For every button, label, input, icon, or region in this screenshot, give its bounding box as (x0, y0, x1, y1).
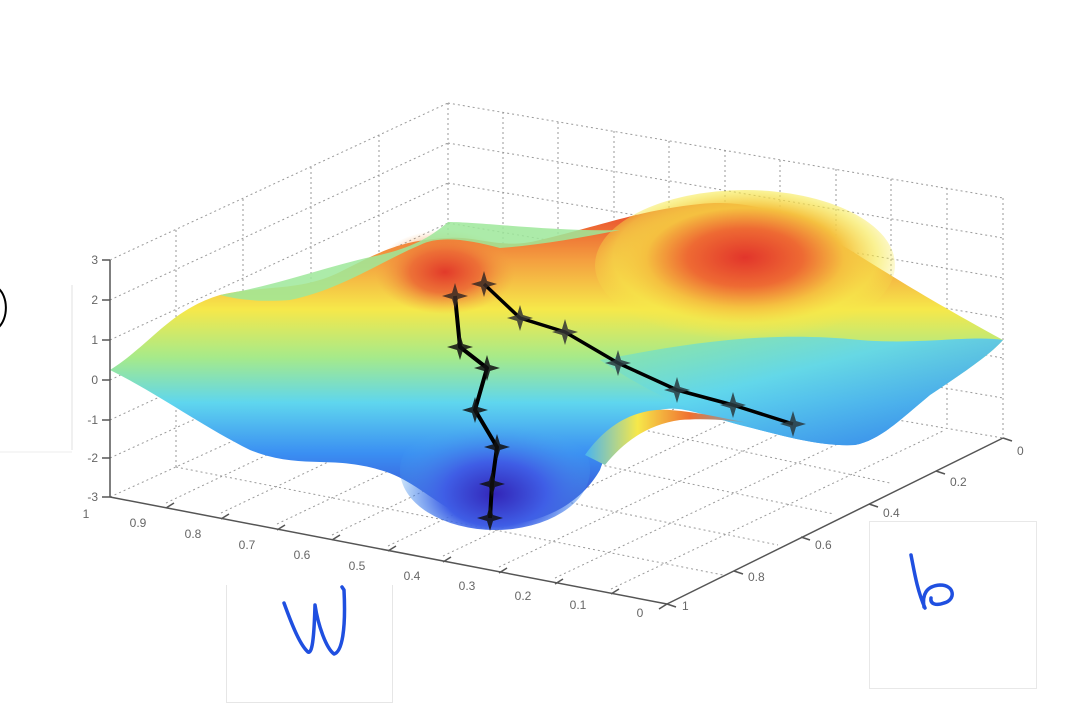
star-marker (462, 397, 488, 423)
star-marker (484, 434, 510, 460)
star-marker (507, 305, 533, 331)
star-marker (720, 392, 746, 418)
svg-text:0.3: 0.3 (459, 579, 476, 593)
svg-text:3: 3 (91, 253, 98, 267)
star-marker (664, 377, 690, 403)
svg-text:1: 1 (91, 333, 98, 347)
path-markers (442, 271, 806, 531)
annotation-w (282, 585, 347, 656)
svg-text:0: 0 (637, 606, 644, 620)
star-marker (605, 350, 631, 376)
annotation-b (909, 553, 954, 610)
star-marker (479, 471, 505, 497)
annotation-box-b (869, 521, 1037, 689)
svg-text:-3: -3 (87, 490, 98, 504)
svg-text:0.2: 0.2 (515, 589, 532, 603)
annotation-box-w (226, 585, 393, 703)
axes (102, 259, 1013, 610)
svg-text:0.1: 0.1 (570, 598, 587, 612)
star-marker (780, 411, 806, 437)
svg-text:0.6: 0.6 (815, 538, 832, 552)
svg-text:0.4: 0.4 (883, 506, 900, 520)
svg-text:0.4: 0.4 (404, 569, 421, 583)
svg-text:0.6: 0.6 (294, 548, 311, 562)
svg-text:0.8: 0.8 (185, 527, 202, 541)
svg-text:0.8: 0.8 (748, 570, 765, 584)
star-marker (477, 505, 503, 531)
svg-text:0.5: 0.5 (349, 559, 366, 573)
svg-text:0: 0 (91, 373, 98, 387)
svg-text:1: 1 (83, 507, 90, 521)
svg-text:1: 1 (682, 599, 689, 613)
svg-text:0.9: 0.9 (130, 516, 147, 530)
svg-text:-1: -1 (87, 413, 98, 427)
star-marker (471, 271, 497, 297)
svg-text:0: 0 (1017, 444, 1024, 458)
b-tick-labels: 0 0.2 0.4 0.6 0.8 1 (682, 444, 1024, 613)
partial-paren-glyph (0, 288, 7, 328)
svg-text:2: 2 (91, 293, 98, 307)
star-marker (442, 283, 468, 309)
star-marker (447, 334, 473, 360)
svg-text:-2: -2 (87, 451, 98, 465)
w-tick-labels: 1 0.9 0.8 0.7 0.6 0.5 0.4 0.3 0.2 0.1 0 (83, 507, 644, 620)
star-marker (552, 319, 578, 345)
svg-text:0.2: 0.2 (950, 475, 967, 489)
star-marker (474, 355, 500, 381)
z-tick-labels: 3 2 1 0 -1 -2 -3 (87, 253, 98, 504)
svg-text:0.7: 0.7 (239, 538, 256, 552)
